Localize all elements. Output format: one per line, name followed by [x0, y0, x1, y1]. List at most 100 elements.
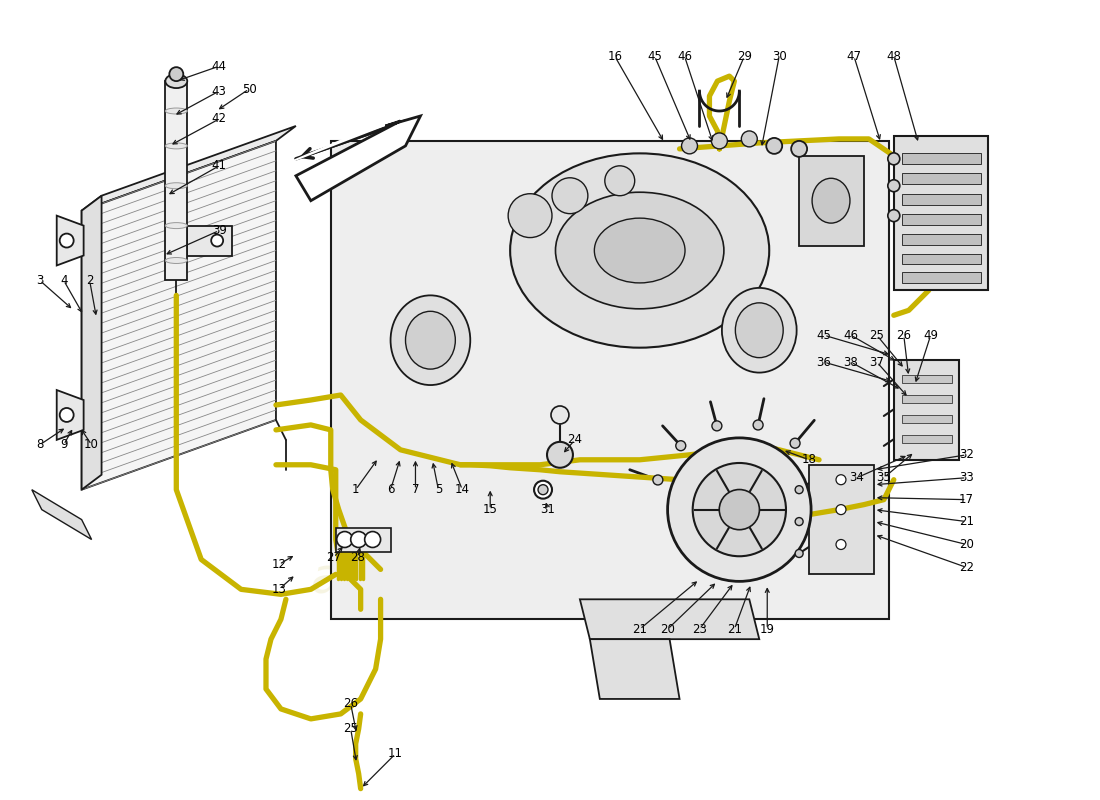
Text: 44: 44 — [211, 60, 227, 73]
Circle shape — [754, 420, 763, 430]
Text: 48: 48 — [887, 50, 901, 62]
Text: 13: 13 — [272, 583, 286, 596]
Circle shape — [552, 178, 587, 214]
Text: 49: 49 — [923, 329, 938, 342]
Text: 8: 8 — [36, 438, 44, 451]
Circle shape — [169, 67, 184, 81]
Ellipse shape — [390, 295, 471, 385]
Text: 27: 27 — [327, 551, 341, 564]
Text: 19: 19 — [760, 622, 774, 636]
Polygon shape — [57, 216, 84, 266]
Polygon shape — [32, 490, 91, 539]
Text: 45: 45 — [647, 50, 662, 62]
Ellipse shape — [736, 303, 783, 358]
Text: 12: 12 — [272, 558, 286, 571]
Text: 47: 47 — [846, 50, 861, 62]
Circle shape — [211, 234, 223, 246]
Circle shape — [791, 141, 807, 157]
Bar — [799, 156, 864, 246]
Text: 50: 50 — [242, 82, 256, 95]
Text: europ: europ — [341, 454, 651, 546]
Circle shape — [836, 505, 846, 514]
Bar — [902, 153, 980, 164]
Bar — [902, 214, 980, 225]
Text: 10: 10 — [85, 438, 99, 451]
Polygon shape — [165, 81, 187, 281]
Circle shape — [719, 490, 759, 530]
Circle shape — [836, 539, 846, 550]
Text: 46: 46 — [844, 329, 858, 342]
Polygon shape — [81, 141, 276, 490]
Text: 4: 4 — [59, 274, 67, 287]
Circle shape — [605, 166, 635, 196]
Circle shape — [59, 234, 74, 247]
Ellipse shape — [510, 154, 769, 348]
Text: 37: 37 — [869, 356, 884, 369]
Circle shape — [888, 180, 900, 192]
Bar — [902, 234, 980, 245]
Bar — [894, 136, 989, 290]
Text: 11: 11 — [388, 747, 403, 760]
Text: 36: 36 — [816, 356, 832, 369]
Text: 26: 26 — [896, 329, 911, 342]
Circle shape — [693, 463, 786, 556]
Circle shape — [712, 133, 727, 149]
Bar — [902, 173, 980, 184]
Text: 18: 18 — [802, 454, 816, 466]
Text: 25: 25 — [343, 722, 359, 735]
Text: 17: 17 — [959, 493, 974, 506]
Circle shape — [538, 485, 548, 494]
Text: 35: 35 — [877, 471, 891, 484]
Text: 25: 25 — [869, 329, 884, 342]
Bar — [902, 254, 980, 265]
Text: 5: 5 — [434, 483, 442, 496]
Text: 43: 43 — [211, 85, 227, 98]
Circle shape — [795, 518, 803, 526]
Circle shape — [767, 138, 782, 154]
Circle shape — [508, 194, 552, 238]
Text: 34: 34 — [849, 471, 865, 484]
Polygon shape — [590, 639, 680, 699]
Text: 20: 20 — [959, 538, 974, 551]
Ellipse shape — [165, 182, 187, 189]
Text: 22: 22 — [959, 561, 974, 574]
Circle shape — [668, 438, 811, 582]
Ellipse shape — [165, 258, 187, 263]
Text: 42: 42 — [211, 113, 227, 126]
Polygon shape — [81, 196, 101, 490]
Bar — [902, 415, 952, 423]
Circle shape — [712, 421, 722, 431]
Circle shape — [888, 210, 900, 222]
Text: 3: 3 — [36, 274, 44, 287]
Text: 29: 29 — [737, 50, 751, 62]
Ellipse shape — [812, 178, 850, 223]
Polygon shape — [580, 599, 759, 639]
Circle shape — [59, 408, 74, 422]
Circle shape — [675, 441, 685, 450]
Bar — [902, 435, 952, 443]
Circle shape — [741, 131, 757, 147]
Text: a parts: a parts — [311, 555, 481, 603]
Text: 7: 7 — [411, 483, 419, 496]
Ellipse shape — [165, 143, 187, 149]
Text: 45: 45 — [816, 329, 832, 342]
Ellipse shape — [406, 311, 455, 369]
Circle shape — [653, 475, 663, 485]
Ellipse shape — [165, 222, 187, 229]
Text: 38: 38 — [844, 356, 858, 369]
Ellipse shape — [722, 288, 796, 373]
Circle shape — [351, 531, 366, 547]
Text: 21: 21 — [727, 622, 741, 636]
Text: 9: 9 — [59, 438, 67, 451]
Circle shape — [836, 474, 846, 485]
Ellipse shape — [556, 192, 724, 309]
Text: 28: 28 — [350, 551, 365, 564]
Text: 23: 23 — [692, 622, 707, 636]
Text: 39: 39 — [211, 224, 227, 237]
Circle shape — [364, 531, 381, 547]
Circle shape — [535, 481, 552, 498]
Ellipse shape — [165, 108, 187, 114]
Bar — [810, 465, 873, 574]
Polygon shape — [296, 116, 420, 201]
Text: 14: 14 — [454, 483, 470, 496]
